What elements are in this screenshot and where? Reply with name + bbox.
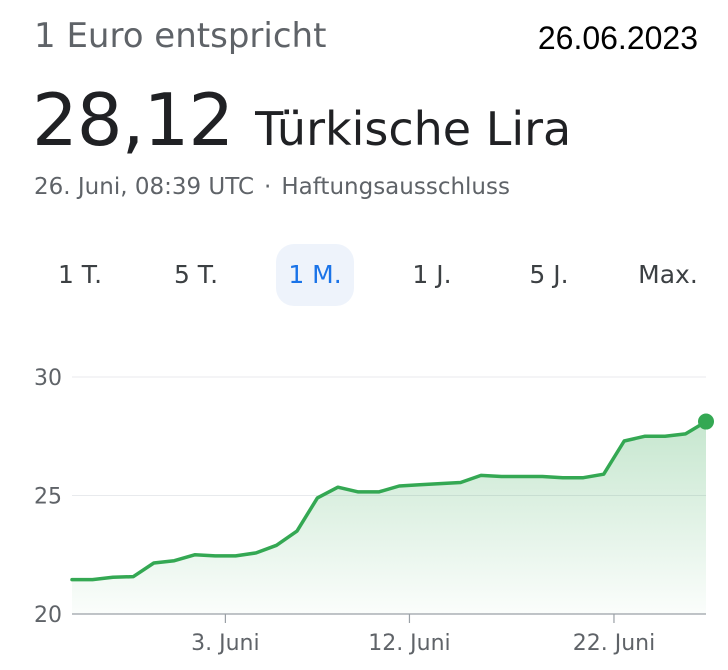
series-area-fill (72, 421, 706, 614)
rate-currency-name: Türkische Lira (255, 102, 572, 156)
time-range-tabs: 1 T. 5 T. 1 M. 1 J. 5 J. Max. (0, 244, 728, 306)
range-tab-1-day[interactable]: 1 T. (57, 260, 103, 289)
y-tick-label: 30 (34, 366, 62, 391)
rate-headline: 28,12 Türkische Lira (32, 78, 571, 162)
rate-timestamp: 26. Juni, 08:39 UTC (34, 174, 255, 200)
chart-markers (698, 413, 714, 430)
meta-separator: · (264, 174, 272, 200)
chart-area-layer (70, 419, 708, 614)
range-tab-1-year[interactable]: 1 J. (412, 260, 452, 289)
series-line (70, 419, 708, 582)
x-tick-label: 12. Juni (368, 631, 450, 656)
rate-meta: 26. Juni, 08:39 UTC · Haftungsausschluss (34, 174, 510, 200)
range-tab-5-years[interactable]: 5 J. (529, 260, 569, 289)
y-tick-label: 25 (34, 485, 62, 510)
range-tab-max[interactable]: Max. (638, 260, 698, 289)
rate-value: 28,12 (32, 78, 234, 162)
chart-axes: 20 25 30 3. Juni 12. Juni 22. Juni (34, 366, 706, 656)
x-tick-label: 3. Juni (191, 631, 259, 656)
y-tick-label: 20 (34, 603, 62, 628)
date-annotation: 26.06.2023 (537, 20, 698, 56)
x-tick-label: 22. Juni (573, 631, 655, 656)
current-value-dot (698, 413, 714, 430)
range-tab-1-month[interactable]: 1 M. (276, 244, 354, 306)
range-tab-5-days[interactable]: 5 T. (173, 260, 219, 289)
disclaimer-link[interactable]: Haftungsausschluss (281, 174, 510, 200)
exchange-rate-chart[interactable]: 20 25 30 3. Juni 12. Juni 22. Juni (0, 350, 728, 670)
conversion-subtitle: 1 Euro entspricht (34, 16, 327, 56)
